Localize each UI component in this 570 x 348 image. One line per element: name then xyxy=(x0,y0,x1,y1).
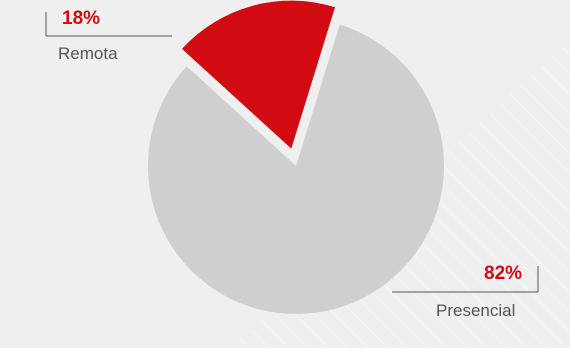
pie-slices xyxy=(147,0,444,314)
category-label-presencial: Presencial xyxy=(436,302,515,319)
data-label-remota-value: 18% xyxy=(62,8,101,29)
leader-lines xyxy=(45,12,539,293)
pie-slice-presencial xyxy=(147,24,444,314)
data-label-presencial-value: 82% xyxy=(484,263,523,284)
data-label-remota-percent: 18% xyxy=(62,9,100,28)
category-label-presencial-text: Presencial xyxy=(436,301,516,320)
pie-slice-remota xyxy=(181,0,336,149)
category-label-remota-text: Remota xyxy=(58,44,118,63)
data-label-presencial-percent: 82% xyxy=(484,264,522,283)
background-hatch-overlay xyxy=(230,0,570,348)
category-label-remota: Remota xyxy=(58,45,118,62)
